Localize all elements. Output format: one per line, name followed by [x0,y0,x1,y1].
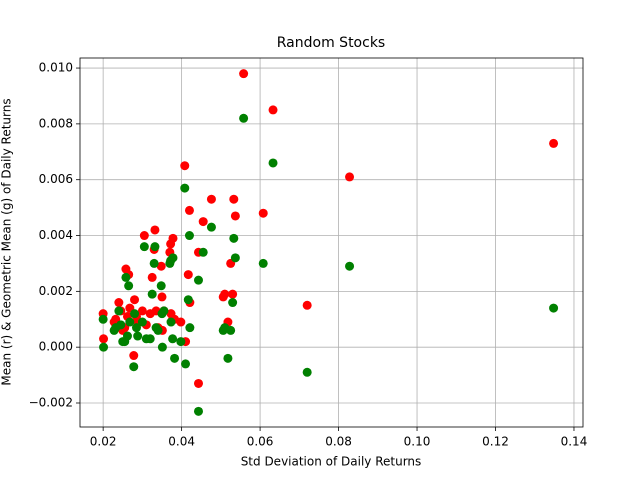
point [176,317,186,327]
point [180,183,190,193]
point [258,208,268,218]
point [239,113,249,123]
y-tick-label: 0.000 [39,340,73,354]
point [137,306,147,316]
point [99,342,109,352]
x-tick-label: 0.12 [482,435,509,449]
point [129,351,139,361]
point [228,298,238,308]
point [198,247,208,257]
x-tick-label: 0.02 [90,435,117,449]
point [157,342,167,352]
point [114,298,124,308]
point [228,289,238,299]
point [116,320,126,330]
point [239,69,249,79]
plot-frame [79,57,584,428]
point [170,353,180,363]
y-axis-label: Mean (r) & Geometric Mean (g) of Daily R… [0,98,14,385]
point [549,138,559,148]
point [184,231,194,241]
point [193,406,203,416]
point [549,303,559,313]
point [125,317,135,327]
x-tick-label: 0.10 [404,435,431,449]
y-tick-label: 0.004 [39,228,73,242]
y-tick-label: 0.006 [39,172,73,186]
point [193,275,203,285]
point [193,378,203,388]
point [157,292,167,302]
point [268,158,278,168]
point [166,239,176,249]
point [129,362,139,372]
point [147,272,157,282]
point [130,295,140,305]
point [114,306,124,316]
x-axis-label: Std Deviation of Daily Returns [241,455,422,469]
point [206,194,216,204]
chart-title: Random Stocks [277,35,385,51]
point [302,300,312,310]
point [99,334,109,344]
point [176,337,186,347]
point [141,334,151,344]
y-tick-label: 0.010 [39,61,73,75]
y-tick-label: 0.002 [39,284,73,298]
point [183,295,193,305]
point [166,309,176,319]
point [139,231,149,241]
point [150,242,160,252]
y-tick-label: 0.008 [39,116,73,130]
point [220,289,230,299]
point [145,309,155,319]
point [183,270,193,280]
point [151,323,161,333]
point [345,172,355,182]
point [168,334,178,344]
y-tick-label: −0.002 [29,395,73,409]
x-tick-label: 0.14 [561,435,588,449]
point [220,323,230,333]
point [131,323,141,333]
point [229,194,239,204]
x-tick-label: 0.08 [325,435,352,449]
point [121,272,131,282]
point [345,261,355,271]
point [181,359,191,369]
point [150,225,160,235]
point [133,331,143,341]
point [180,161,190,171]
point [230,253,240,263]
point [229,233,239,243]
point [206,222,216,232]
point [137,317,147,327]
point [185,323,195,333]
point [156,261,166,271]
point [109,325,119,335]
point [230,211,240,221]
point [268,105,278,115]
point [159,306,169,316]
point [184,205,194,215]
x-tick-label: 0.04 [168,435,195,449]
x-tick-label: 0.06 [247,435,274,449]
point [139,242,149,252]
point [98,314,108,324]
point [147,289,157,299]
point [130,309,140,319]
point [223,353,233,363]
point [156,281,166,291]
point [198,217,208,227]
point [258,258,268,268]
point [118,337,128,347]
point [124,281,134,291]
point [166,317,176,327]
point [302,367,312,377]
point [149,258,159,268]
point [165,258,175,268]
